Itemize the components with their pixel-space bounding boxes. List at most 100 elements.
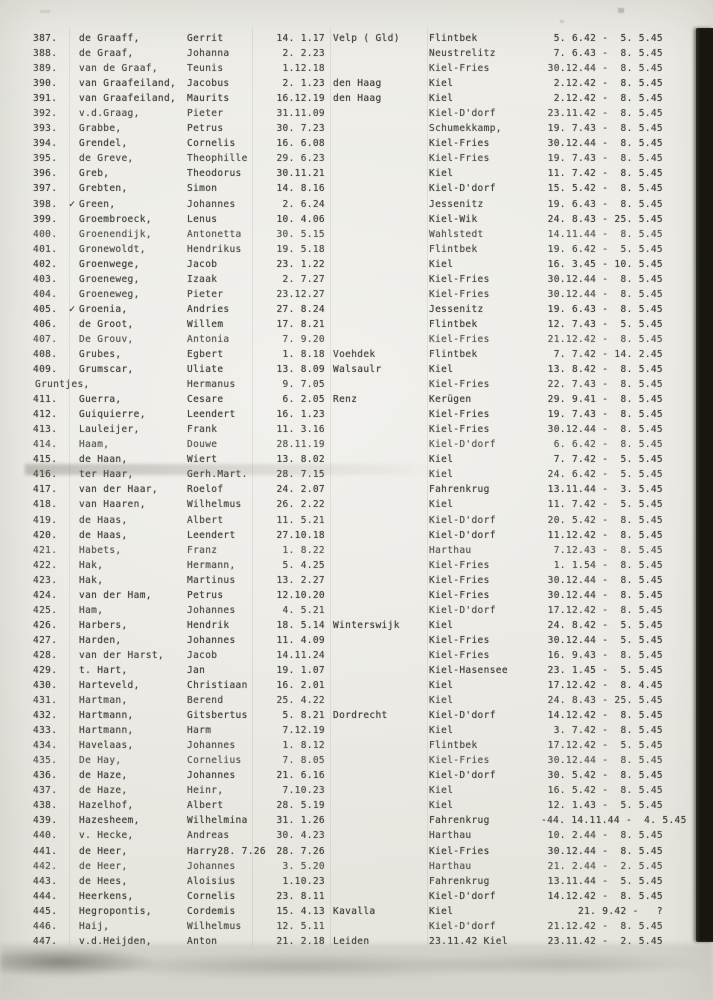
cell-number: 438. (33, 800, 58, 812)
cell-camp: Flintbek (429, 243, 478, 255)
cell-period: 24. 8.43 - 25. 5.45 (547, 695, 663, 707)
cell-number: 433. (33, 725, 58, 737)
cell-surname: Grendel, (79, 138, 128, 150)
cell-first-name: Wilhelmus (187, 499, 242, 511)
check-mark-icon (69, 798, 79, 813)
cell-camp: Jessenitz (429, 303, 484, 315)
cell-surname: t. Hart, (79, 664, 128, 676)
cell-period: 1. 1.54 - 8. 5.45 (553, 559, 663, 571)
check-mark-icon (69, 813, 79, 828)
cell-number: 390. (33, 78, 58, 90)
cell-birth-place (325, 663, 429, 678)
cell-surname: Grumscar, (79, 364, 134, 376)
cell-birth-date: 30. 7.23 (276, 123, 325, 135)
cell-first-name: Jacobus (187, 78, 230, 90)
cell-camp: Kiel (429, 364, 454, 376)
cell-birth-date: 2. 6.24 (282, 198, 325, 210)
cell-first-name: Jacob (187, 258, 218, 270)
cell-number: 415. (33, 454, 58, 466)
cell-first-name: Uliate (187, 364, 224, 376)
cell-birth-place (325, 859, 429, 874)
table-row: 447. v.d.Heijden, Anton 21. 2.18 Leiden … (33, 934, 683, 949)
table-row: 436. de Haze, Johannes 21. 6.16 Kiel-D'd… (33, 768, 683, 783)
cell-first-name: Aloisius (187, 875, 236, 887)
cell-period: 17.12.42 - 8. 5.45 (547, 604, 663, 616)
cell-number: 401. (33, 243, 58, 255)
cell-surname: Hartmann, (79, 725, 134, 737)
cell-birth-date: 27.10.18 (276, 529, 325, 541)
cell-number: 422. (33, 559, 58, 571)
cell-birth-place (325, 573, 429, 588)
cell-period: 30.12.44 - 8. 5.45 (547, 273, 663, 285)
cell-birth-date: 7.12.19 (282, 725, 325, 737)
cell-camp: Kiel (429, 168, 454, 180)
check-mark-icon (69, 347, 79, 362)
cell-surname: Harden, (79, 634, 122, 646)
cell-birth-date: 13. 2.27 (276, 574, 325, 586)
cell-first-name: Heinr, (187, 785, 224, 797)
cell-first-name: Anton (187, 935, 218, 947)
cell-camp: Kiel-D'dorf (429, 439, 496, 451)
cell-birth-date: 27. 8.24 (276, 303, 325, 315)
cell-period: 21. 2.44 - 2. 5.45 (547, 860, 663, 872)
cell-surname: Heerkens, (79, 890, 134, 902)
cell-birth-place (325, 678, 429, 693)
cell-birth-date: 26. 2.22 (276, 499, 325, 511)
cell-first-name: Roelof (187, 484, 224, 496)
cell-period: 24. 8.42 - 5. 5.45 (547, 619, 663, 631)
cell-number: 436. (33, 770, 58, 782)
cell-surname: de Haas, (79, 529, 128, 541)
cell-number: 420. (33, 529, 58, 541)
cell-number: 447. (33, 935, 58, 947)
cell-birth-place (325, 693, 429, 708)
cell-period: 14.12.42 - 8. 5.45 (547, 890, 663, 902)
cell-birth-date: 16. 6.08 (276, 138, 325, 150)
cell-surname: van Graafeiland, (79, 78, 177, 90)
check-mark-icon (69, 422, 79, 437)
cell-period: 14.11.44 - 8. 5.45 (547, 228, 663, 240)
table-row: 391. van Graafeiland, Maurits 16.12.19 d… (33, 91, 683, 106)
cell-camp: Kiel (429, 785, 454, 797)
cell-birth-place (325, 513, 429, 528)
cell-number: 398. (33, 198, 58, 210)
cell-camp: Kiel-D'dorf (429, 710, 496, 722)
cell-birth-date: 7. 9.20 (282, 333, 325, 345)
cell-number: 412. (33, 409, 58, 421)
cell-camp: Kiel (429, 467, 541, 482)
cell-camp: Fahrenkrug (429, 815, 490, 827)
cell-first-name: Albert (187, 514, 224, 526)
cell-number: 425. (33, 604, 58, 616)
check-mark-icon (69, 332, 79, 347)
cell-birth-date: 30.11.21 (276, 168, 325, 180)
cell-camp: Kiel-D'dorf (429, 604, 496, 616)
cell-number: 428. (33, 649, 58, 661)
cell-birth-place (325, 798, 429, 813)
cell-birth-date: 16. 2.01 (276, 680, 325, 692)
table-row: 392. v.d.Graag, Pieter 31.11.09 Kiel-D'd… (33, 106, 683, 121)
cell-first-name: Frank (187, 424, 218, 436)
cell-first-name: Harry28. 7.26 (187, 845, 266, 857)
cell-camp: Kiel-Fries (429, 63, 490, 75)
cell-camp: Flintbek (429, 33, 478, 44)
cell-camp: Kiel (429, 695, 454, 707)
cell-camp: Fahrenkrug (429, 484, 490, 496)
column-rule (330, 28, 331, 946)
cell-surname: de Heer, (79, 845, 128, 857)
cell-birth-date: 1.10.23 (282, 875, 325, 887)
check-mark-icon (69, 738, 79, 753)
cell-birth-date: 4. 5.21 (282, 604, 325, 616)
cell-first-name: Cordemis (187, 905, 236, 917)
cell-number: 446. (33, 920, 58, 932)
cell-first-name: Andries (187, 303, 230, 315)
cell-birth-date: 24. 2.07 (276, 484, 325, 496)
cell-period: 11. 7.42 - 8. 5.45 (547, 168, 663, 180)
check-mark-icon (69, 257, 79, 272)
cell-birth-date: 30. 5.15 (276, 228, 325, 240)
check-mark-icon (69, 61, 79, 76)
cell-birth-place (325, 121, 429, 136)
check-mark-icon (69, 678, 79, 693)
cell-first-name: Albert (187, 800, 224, 812)
column-rule (69, 28, 70, 946)
cell-first-name: Theophille (187, 153, 248, 165)
cell-first-name: Leendert (187, 409, 236, 421)
